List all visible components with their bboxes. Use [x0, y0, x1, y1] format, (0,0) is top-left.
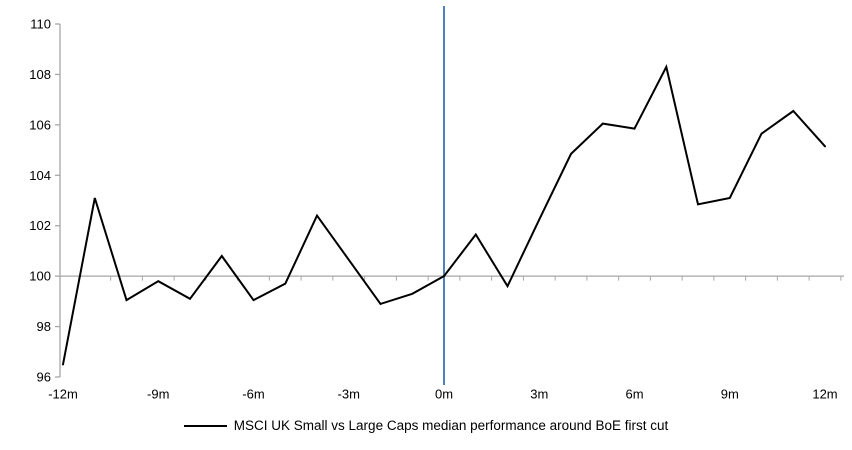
y-tick-label: 100 — [29, 269, 51, 284]
x-tick-label: -12m — [48, 387, 78, 402]
x-tick-label: 3m — [530, 387, 548, 402]
x-tick-label: -6m — [242, 387, 264, 402]
y-tick-label: 104 — [29, 168, 51, 183]
x-tick-label: -9m — [147, 387, 169, 402]
x-tick-label: -3m — [338, 387, 360, 402]
y-tick-label: 102 — [29, 218, 51, 233]
y-tick-label: 98 — [37, 319, 51, 334]
x-tick-label: 6m — [625, 387, 643, 402]
x-tick-label: 9m — [721, 387, 739, 402]
legend-label: MSCI UK Small vs Large Caps median perfo… — [233, 418, 669, 433]
legend: MSCI UK Small vs Large Caps median perfo… — [0, 418, 852, 433]
y-tick-label: 96 — [37, 370, 51, 385]
x-tick-label: 12m — [812, 387, 837, 402]
x-tick-label: 0m — [435, 387, 453, 402]
y-tick-label: 108 — [29, 67, 51, 82]
y-tick-label: 106 — [29, 117, 51, 132]
legend-line-swatch — [183, 424, 227, 427]
series-line — [62, 64, 826, 366]
y-tick-label: 110 — [30, 17, 51, 32]
